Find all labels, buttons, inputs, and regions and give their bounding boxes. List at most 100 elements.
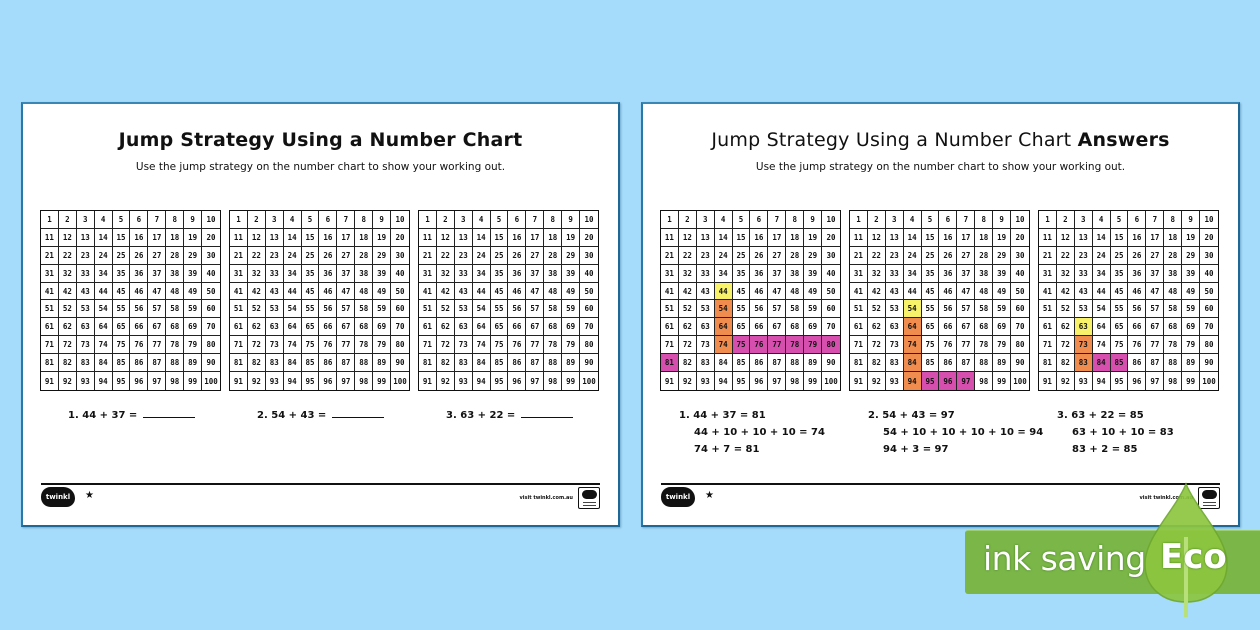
chart-cell: 1 [419, 211, 437, 229]
chart-cell: 17 [337, 228, 356, 247]
chart-cell: 88 [786, 354, 805, 373]
answer-blank[interactable] [331, 408, 384, 418]
chart-cell: 32 [1056, 264, 1075, 283]
chart-cell: 52 [1056, 300, 1075, 319]
chart-cell: 88 [1164, 354, 1183, 373]
chart-cell: 53 [76, 300, 95, 319]
chart-cell: 98 [975, 372, 994, 390]
chart-cell: 71 [850, 336, 868, 355]
chart-cell: 15 [921, 228, 940, 247]
chart-cell: 66 [939, 318, 958, 337]
chart-cell: 6 [750, 211, 769, 229]
chart-cell: 10 [1200, 211, 1218, 229]
chart-cell: 20 [391, 229, 409, 247]
chart-cell: 72 [436, 336, 455, 355]
chart-cell: 74 [94, 336, 113, 355]
twinkl-logo: twinkl [41, 487, 75, 507]
chart-cell: 65 [921, 318, 940, 337]
chart-cell: 8 [786, 211, 805, 229]
chart-cell: 30 [580, 247, 598, 265]
answer-blank[interactable] [520, 408, 573, 418]
page-title: Jump Strategy Using a Number Chart Answe… [711, 129, 1170, 151]
chart-cell: 8 [544, 211, 563, 229]
chart-cell: 85 [921, 354, 940, 373]
chart-cell: 26 [1128, 246, 1147, 265]
chart-cell: 31 [661, 264, 679, 283]
chart-cell: 6 [319, 211, 338, 229]
chart-cell: 24 [714, 246, 733, 265]
chart-cell: 41 [661, 282, 679, 301]
chart-cell: 18 [355, 228, 374, 247]
chart-cell: 93 [697, 372, 715, 390]
chart-cell: 56 [1128, 300, 1147, 319]
chart-cell: 70 [1200, 318, 1218, 337]
chart-cell: 18 [166, 228, 185, 247]
number-chart-1: 1 2 3 4 5 6 7 8 9 10 11 12 13 14 15 16 17 18 19 20 21 22 23 24 2… [40, 210, 221, 391]
chart-cell: 24 [1092, 246, 1111, 265]
chart-cell: 65 [301, 318, 320, 337]
chart-cell: 46 [750, 282, 769, 301]
chart-cell: 95 [733, 372, 751, 390]
chart-cell: 80 [822, 336, 840, 355]
chart-cell: 13 [1074, 228, 1093, 247]
chart-cell: 57 [337, 300, 356, 319]
chart-cell: 11 [850, 228, 868, 247]
chart-cell: 71 [1039, 336, 1057, 355]
chart-cell: 51 [230, 300, 248, 319]
chart-cell: 16 [130, 228, 149, 247]
chart-cell: 98 [355, 372, 374, 390]
chart-cell: 95 [113, 372, 131, 390]
chart-cell: 40 [822, 265, 840, 283]
chart-cell: 68 [1164, 318, 1183, 337]
chart-cell: 42 [247, 282, 266, 301]
chart-cell: 57 [526, 300, 545, 319]
chart-cell: 63 [454, 318, 473, 337]
chart-cell: 12 [58, 228, 77, 247]
chart-cell: 5 [921, 211, 940, 229]
chart-cell: 86 [939, 354, 958, 373]
chart-cell: 50 [822, 283, 840, 301]
chart-cell: 40 [391, 265, 409, 283]
chart-cell: 89 [993, 354, 1012, 373]
chart-cell: 85 [490, 354, 509, 373]
chart-cell: 5 [301, 211, 320, 229]
chart-cell: 16 [508, 228, 527, 247]
chart-cell: 34 [714, 264, 733, 283]
chart-cell: 89 [373, 354, 392, 373]
chart-cell: 2 [247, 211, 266, 229]
chart-cell: 33 [696, 264, 715, 283]
answer-chart-3: 1 2 3 4 5 6 7 8 9 10 11 12 13 14 15 16 17 18 19 20 21 22 23 24 2… [1038, 210, 1219, 391]
eco-banner-text: ink saving [983, 539, 1146, 578]
chart-cell: 36 [750, 264, 769, 283]
visit-link[interactable]: visit twinkl.com.au [1139, 495, 1193, 501]
chart-cell: 47 [768, 282, 787, 301]
chart-cell: 97 [957, 372, 976, 390]
chart-cell: 8 [355, 211, 374, 229]
chart-cell: 75 [921, 336, 940, 355]
chart-cell: 92 [868, 372, 886, 390]
chart-cell: 50 [580, 283, 598, 301]
chart-cell: 40 [202, 265, 220, 283]
chart-cell: 12 [247, 228, 266, 247]
chart-cell: 34 [1092, 264, 1111, 283]
chart-cell: 41 [850, 282, 868, 301]
chart-cell: 12 [1056, 228, 1075, 247]
chart-cell: 88 [166, 354, 185, 373]
chart-cell: 63 [265, 318, 284, 337]
chart-cell: 58 [355, 300, 374, 319]
chart-cell: 74 [903, 336, 922, 355]
chart-cell: 56 [750, 300, 769, 319]
chart-cell: 16 [1128, 228, 1147, 247]
chart-cell: 6 [1128, 211, 1147, 229]
chart-cell: 50 [202, 283, 220, 301]
chart-cell: 74 [1092, 336, 1111, 355]
chart-cell: 97 [526, 372, 545, 390]
chart-cell: 27 [768, 246, 787, 265]
answer-3: 3. 63 + 22 = 85 63 + 10 + 10 = 83 83 + 2… [1057, 410, 1174, 455]
chart-cell: 87 [1146, 354, 1165, 373]
answer-blank[interactable] [142, 408, 195, 418]
chart-cell: 86 [508, 354, 527, 373]
visit-link[interactable]: visit twinkl.com.au [519, 495, 573, 501]
chart-cell: 31 [419, 264, 437, 283]
chart-cell: 95 [1111, 372, 1129, 390]
